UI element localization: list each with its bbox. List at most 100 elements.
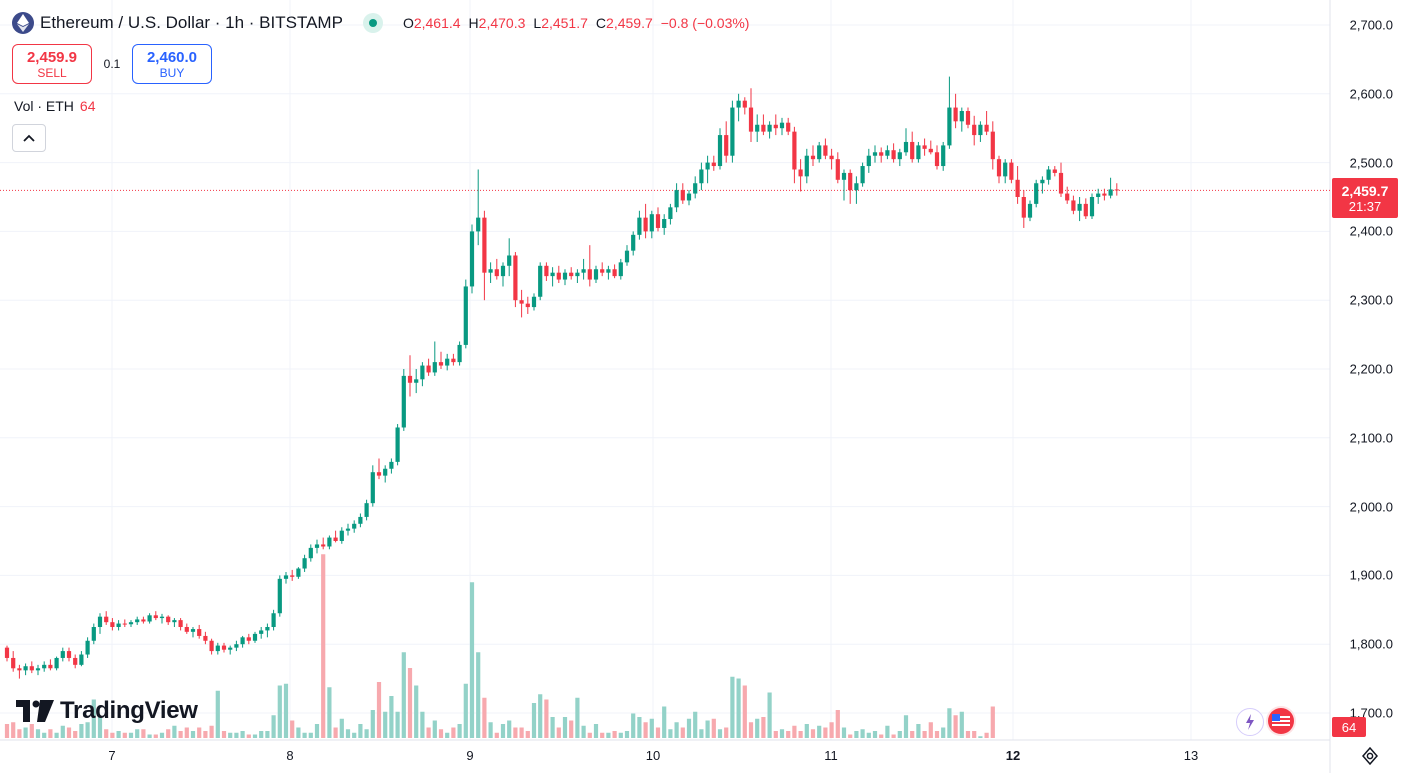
volume-bar (562, 717, 568, 738)
candle-body (953, 107, 958, 122)
volume-bar (990, 706, 995, 738)
candle-body (637, 217, 642, 235)
volume-bar (879, 734, 884, 738)
candle-body (420, 365, 425, 380)
volume-bar (829, 722, 834, 738)
volume-bar (860, 729, 865, 738)
change-value: −0.8 (−0.03%) (660, 15, 750, 31)
volume-bar (469, 582, 475, 738)
price-axis-label: 2,200.0 (1349, 361, 1393, 377)
tradingview-logo[interactable]: TradingView (16, 697, 198, 725)
volume-bar (283, 683, 289, 738)
spark-button[interactable] (1236, 708, 1264, 736)
volume-bar (166, 729, 171, 738)
candle-body (1114, 189, 1119, 191)
candle-body (916, 145, 921, 160)
candle-body (1052, 169, 1057, 173)
volume-bar (153, 734, 158, 738)
candle-body (699, 169, 704, 184)
us-flag-button[interactable] (1268, 708, 1294, 734)
volume-bar (786, 731, 791, 738)
volume-bar (593, 724, 599, 738)
volume-bar (333, 727, 338, 738)
candle-body (866, 155, 871, 167)
candle-body (228, 647, 233, 650)
buy-button[interactable]: 2,460.0 BUY (132, 44, 212, 84)
candle-body (91, 627, 96, 641)
candle-body (941, 145, 946, 167)
price-axis-label: 2,000.0 (1349, 499, 1393, 515)
candle-body (79, 654, 84, 665)
candle-body (804, 155, 809, 177)
candle-body (649, 214, 654, 232)
time-axis-label: 11 (824, 748, 838, 763)
volume-bar (798, 731, 803, 738)
volume-bar (476, 652, 481, 738)
candle-body (4, 647, 10, 658)
candle-body (773, 124, 778, 129)
candle-body (172, 620, 177, 623)
price-axis-label: 2,500.0 (1349, 155, 1393, 171)
time-axis-label: 12 (1005, 748, 1021, 763)
candle-body (166, 616, 171, 623)
candle-body (159, 616, 165, 619)
candle-body (389, 461, 394, 469)
candle-body (934, 152, 940, 167)
volume-bar (60, 725, 65, 738)
volume-bar (817, 725, 822, 738)
spread-value: 0.1 (103, 57, 121, 71)
volume-bar (897, 731, 902, 738)
candle-body (1096, 193, 1101, 197)
candle-body (85, 640, 90, 655)
volume-bar (928, 722, 933, 738)
candle-body (432, 362, 437, 373)
volume-bar (624, 731, 630, 738)
time-axis-label: 8 (286, 748, 294, 763)
candle-body (48, 664, 53, 669)
settings-button[interactable] (1360, 746, 1380, 766)
volume-bar (841, 727, 847, 738)
volume-legend[interactable]: Vol · ETH 64 (14, 98, 95, 114)
volume-bar (569, 720, 574, 738)
candle-body (66, 651, 72, 658)
candle-body (742, 100, 747, 108)
candle-body (283, 575, 289, 579)
candle-body (488, 269, 493, 273)
volume-bar (259, 731, 264, 738)
candle-body (333, 537, 338, 541)
symbol-title[interactable]: Ethereum / U.S. Dollar · 1h · BITSTAMP (40, 13, 343, 32)
volume-bar (984, 732, 989, 738)
volume-bar (35, 729, 41, 738)
candle-body (426, 365, 431, 373)
sell-button[interactable]: 2,459.9 SELL (12, 44, 92, 84)
candle-body (23, 666, 28, 671)
candle-body (643, 217, 648, 232)
volume-bar (525, 731, 530, 738)
volume-bar (587, 732, 592, 738)
volume-bar (544, 699, 549, 738)
volume-bar (575, 697, 580, 738)
volume-bar (655, 727, 661, 738)
candle-body (978, 124, 983, 136)
volume-bar (755, 718, 760, 738)
candle-body (984, 124, 989, 132)
volume-bar (147, 734, 152, 738)
volume-bar (891, 734, 896, 738)
volume-bar (308, 732, 313, 738)
candle-body (655, 214, 661, 228)
price-axis-label: 2,100.0 (1349, 430, 1393, 446)
volume-bar (352, 732, 357, 738)
candle-body (352, 523, 357, 529)
volume-bar (364, 729, 369, 738)
candle-body (451, 358, 456, 363)
candle-body (835, 159, 840, 180)
candle-body (761, 124, 766, 132)
candle-body (587, 269, 592, 280)
volume-bar (643, 722, 648, 738)
volume-bar (420, 711, 425, 738)
time-axis-label: 13 (1183, 748, 1199, 763)
candle-body (810, 155, 816, 160)
volume-bar (240, 731, 245, 738)
collapse-legend-button[interactable] (12, 124, 46, 152)
